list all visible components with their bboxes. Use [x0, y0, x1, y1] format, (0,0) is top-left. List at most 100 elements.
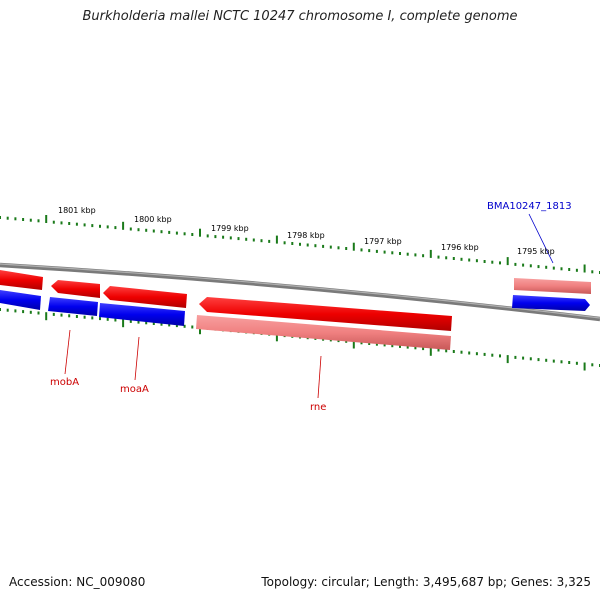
- minor-tick: [514, 355, 517, 359]
- minor-tick: [445, 349, 448, 353]
- minor-tick: [283, 241, 286, 245]
- minor-tick: [22, 218, 25, 221]
- major-tick: [45, 215, 48, 223]
- minor-tick: [368, 342, 371, 345]
- genome-summary: Topology: circular; Length: 3,495,687 bp…: [261, 575, 591, 589]
- accession-label: Accession: NC_009080: [9, 575, 146, 589]
- major-tick: [122, 319, 125, 328]
- minor-tick: [337, 246, 340, 250]
- minor-tick: [52, 312, 55, 316]
- minor-tick: [375, 249, 378, 253]
- minor-tick: [383, 250, 386, 254]
- moaA-gene[interactable]: [103, 286, 187, 308]
- major-tick: [506, 257, 509, 266]
- major-tick: [583, 362, 586, 371]
- minor-tick: [229, 236, 232, 240]
- gene-label-BMA10247-1813[interactable]: BMA10247_1813: [487, 201, 572, 212]
- minor-tick: [99, 224, 101, 228]
- minor-tick: [52, 220, 55, 224]
- major-tick: [45, 312, 48, 321]
- BMA10247-1813-leader: [528, 213, 554, 264]
- minor-tick: [414, 253, 417, 257]
- minor-tick: [475, 352, 478, 356]
- major-tick: [352, 242, 355, 251]
- gene-label-mobA[interactable]: mobA: [50, 377, 79, 388]
- minor-tick: [522, 263, 525, 267]
- minor-tick: [360, 248, 363, 252]
- minor-tick: [183, 324, 186, 328]
- rne-gene[interactable]: [199, 297, 452, 331]
- minor-tick: [483, 260, 486, 263]
- cds-feature[interactable]: [0, 270, 43, 290]
- minor-tick: [568, 361, 571, 364]
- cds-feature[interactable]: [512, 295, 590, 311]
- minor-tick: [491, 353, 494, 357]
- minor-tick: [291, 242, 294, 245]
- gene-label-rne[interactable]: rne: [310, 402, 326, 413]
- cds-feature[interactable]: [48, 297, 98, 316]
- minor-tick: [145, 321, 148, 325]
- minor-tick: [0, 216, 1, 219]
- major-tick: [275, 333, 278, 342]
- genome-backbone: [0, 262, 600, 322]
- minor-tick: [414, 346, 417, 350]
- minor-tick: [575, 361, 578, 365]
- minor-tick: [475, 259, 478, 263]
- minor-tick: [591, 363, 594, 367]
- minor-tick: [391, 251, 394, 255]
- scale-label: 1797 kbp: [364, 237, 402, 246]
- major-tick: [352, 340, 355, 349]
- minor-tick: [245, 237, 248, 241]
- minor-tick: [329, 245, 332, 249]
- minor-tick: [91, 224, 94, 228]
- minor-tick: [552, 266, 555, 270]
- cds-feature[interactable]: [0, 290, 41, 310]
- minor-tick: [14, 217, 17, 221]
- minor-tick: [560, 360, 563, 364]
- minor-tick: [60, 221, 63, 225]
- minor-tick: [575, 268, 578, 272]
- major-tick: [506, 355, 509, 364]
- minor-tick: [75, 315, 78, 318]
- minor-tick: [375, 342, 378, 346]
- scale-label: 1801 kbp: [58, 206, 96, 215]
- minor-tick: [268, 239, 271, 243]
- minor-tick: [483, 352, 486, 356]
- rne-gene-pale[interactable]: [196, 315, 451, 350]
- minor-tick: [137, 228, 140, 232]
- BMA10247-1813-gene[interactable]: [514, 278, 591, 294]
- minor-tick: [252, 238, 255, 242]
- scale-label: 1795 kbp: [517, 247, 555, 256]
- minor-tick: [445, 256, 448, 260]
- minor-tick: [106, 225, 109, 229]
- minor-tick: [237, 237, 240, 241]
- major-tick: [583, 264, 586, 273]
- minor-tick: [114, 318, 117, 322]
- minor-tick: [22, 310, 25, 314]
- minor-tick: [60, 313, 63, 317]
- minor-tick: [568, 268, 571, 271]
- minor-tick: [129, 319, 132, 323]
- minor-tick: [145, 228, 148, 232]
- minor-tick: [406, 252, 409, 256]
- minor-tick: [129, 227, 132, 231]
- minor-tick: [437, 255, 440, 259]
- minor-tick: [322, 244, 325, 248]
- minor-tick: [306, 243, 309, 247]
- minor-tick: [175, 324, 178, 328]
- minor-tick: [152, 229, 155, 233]
- minor-tick: [99, 317, 101, 321]
- minor-tick: [422, 347, 425, 351]
- gene-label-moaA[interactable]: moaA: [120, 384, 149, 395]
- mobA-leader: [64, 329, 71, 375]
- minor-tick: [214, 235, 217, 239]
- minor-tick: [422, 254, 425, 258]
- cds-feature[interactable]: [99, 303, 185, 326]
- minor-tick: [452, 350, 455, 353]
- minor-tick: [6, 308, 9, 312]
- minor-tick: [152, 322, 155, 325]
- moaA-leader: [134, 336, 140, 381]
- minor-tick: [83, 223, 86, 227]
- mobA-gene[interactable]: [51, 280, 100, 298]
